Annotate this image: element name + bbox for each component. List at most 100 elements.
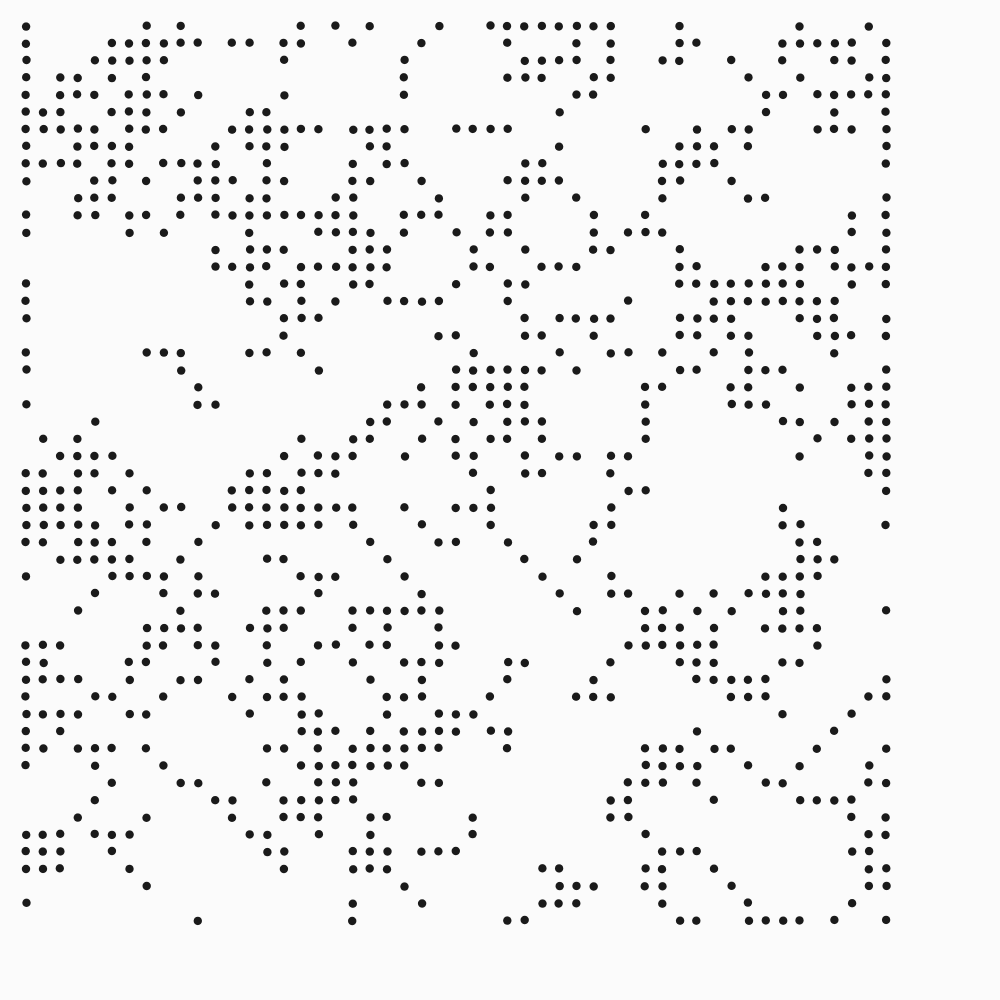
dot <box>692 658 701 667</box>
dot <box>314 588 323 598</box>
dot <box>142 537 151 547</box>
dot <box>73 124 83 133</box>
dot <box>743 898 753 907</box>
dot <box>743 692 753 702</box>
dot <box>331 778 341 787</box>
dot <box>400 400 409 409</box>
dot <box>812 624 822 633</box>
dot <box>658 761 667 771</box>
dot <box>56 158 66 168</box>
dot <box>227 813 237 822</box>
dot <box>813 331 822 341</box>
dot <box>417 727 427 736</box>
dot <box>279 279 289 288</box>
dot <box>709 623 719 633</box>
dot <box>692 142 702 151</box>
dot <box>451 710 461 719</box>
dot <box>193 193 203 202</box>
dot <box>452 124 461 133</box>
dot <box>830 555 839 564</box>
dot <box>176 555 185 564</box>
dot <box>675 916 685 925</box>
dot <box>571 314 580 323</box>
dot <box>882 193 891 202</box>
dot <box>521 280 530 289</box>
dot <box>22 314 31 323</box>
dot <box>486 211 495 220</box>
dot <box>830 296 839 306</box>
dot <box>417 176 426 186</box>
dot <box>778 90 788 100</box>
dot <box>726 297 736 306</box>
dot <box>348 760 357 770</box>
dot <box>297 710 306 719</box>
dot <box>348 227 358 237</box>
dot <box>434 709 444 718</box>
dot <box>296 124 306 134</box>
dot <box>399 210 408 219</box>
dot <box>56 709 65 719</box>
dot <box>366 743 375 753</box>
dot <box>847 434 856 443</box>
dot <box>520 400 529 410</box>
dot <box>554 56 564 65</box>
dot <box>279 314 289 323</box>
dot <box>675 762 685 771</box>
dot <box>864 881 874 891</box>
dot <box>640 210 650 220</box>
dot <box>297 692 306 701</box>
dot <box>366 761 375 771</box>
dot <box>778 56 787 65</box>
dot <box>417 899 427 908</box>
dot <box>296 761 306 770</box>
dot <box>280 503 289 512</box>
dot <box>795 279 805 289</box>
dot <box>365 22 374 31</box>
dot <box>520 382 529 391</box>
dot <box>349 211 358 220</box>
dot <box>451 365 461 374</box>
dot <box>21 486 30 496</box>
dot <box>399 73 408 82</box>
dot <box>365 434 374 443</box>
dot <box>21 469 30 478</box>
dot <box>38 486 48 496</box>
dot <box>469 262 478 271</box>
dot <box>90 588 100 598</box>
dot <box>349 280 358 289</box>
dot <box>211 641 220 650</box>
dot <box>313 727 323 736</box>
dot <box>743 142 753 151</box>
dot <box>640 382 650 392</box>
dot <box>383 400 392 409</box>
dot <box>142 641 151 650</box>
dot <box>434 658 444 668</box>
dot <box>124 39 134 48</box>
dot <box>692 365 701 374</box>
dot <box>623 228 633 237</box>
dot <box>675 623 684 632</box>
dot <box>554 176 564 185</box>
dot <box>761 589 771 598</box>
dot <box>778 521 787 530</box>
dot <box>348 744 357 753</box>
dot <box>262 194 271 203</box>
dot <box>641 400 650 409</box>
dot <box>383 761 392 770</box>
dot <box>503 382 512 391</box>
dot <box>366 417 375 427</box>
dot <box>313 262 323 271</box>
dot <box>141 657 151 667</box>
dot <box>847 263 856 272</box>
dot <box>107 486 117 495</box>
dot <box>228 262 237 271</box>
dot <box>812 297 822 306</box>
dot <box>400 125 409 134</box>
dot <box>829 90 839 100</box>
dot <box>211 245 220 255</box>
dot <box>520 451 530 460</box>
dot <box>451 434 460 444</box>
dot <box>537 262 546 271</box>
dot <box>262 245 272 254</box>
dot <box>382 865 392 874</box>
